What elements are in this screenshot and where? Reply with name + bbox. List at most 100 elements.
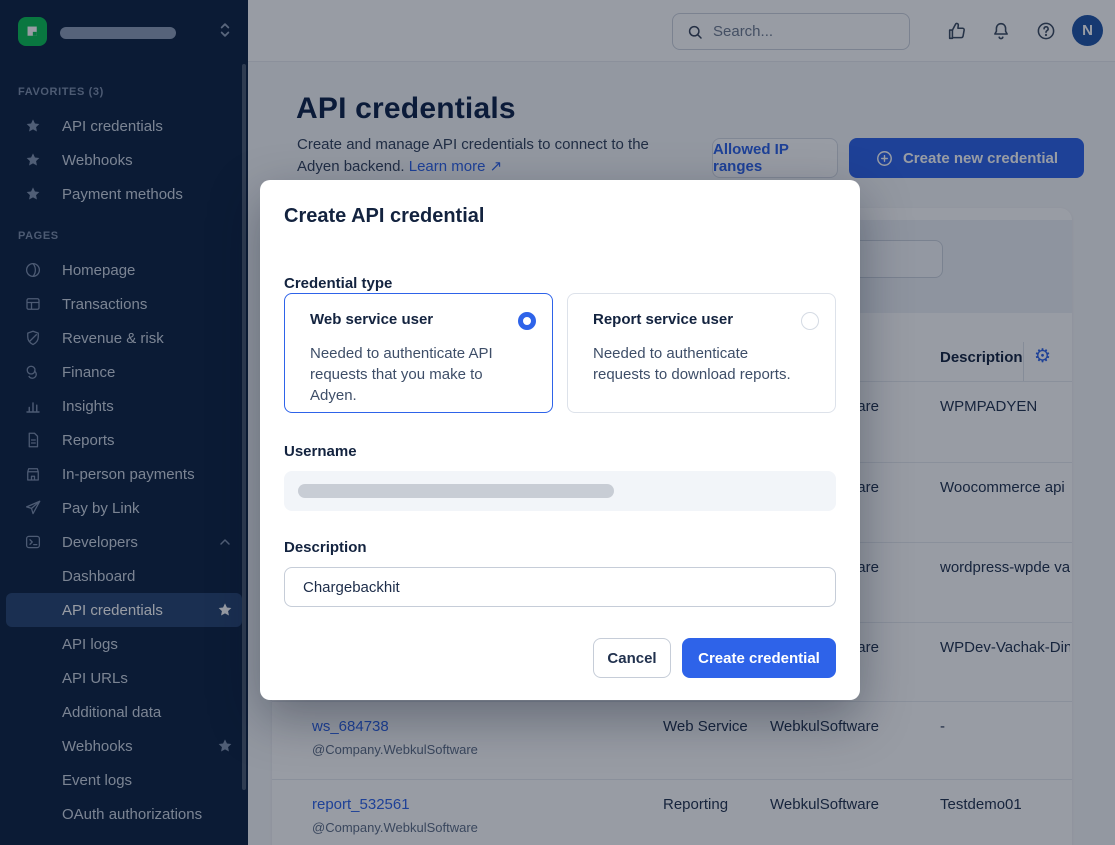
credential-description: wordpress-wpde vac: [940, 559, 1070, 576]
sidebar-item-label: API logs: [62, 635, 118, 653]
sidebar-item-revenue-risk[interactable]: Revenue & risk: [0, 321, 248, 355]
chevron-up-icon: [217, 534, 233, 550]
sidebar-item-pay-by-link[interactable]: Pay by Link: [0, 491, 248, 525]
sidebar-item-label: API credentials: [62, 117, 163, 135]
option-title: Report service user: [593, 311, 734, 328]
credential-description: -: [940, 718, 945, 735]
cancel-button[interactable]: Cancel: [593, 638, 671, 678]
credential-username-link[interactable]: ws_684738: [312, 718, 389, 735]
plus-circle-icon: [875, 149, 894, 168]
sidebar-item-dashboard[interactable]: Dashboard: [0, 559, 248, 593]
credential-username-link[interactable]: report_532561: [312, 796, 410, 813]
star-icon[interactable]: [217, 738, 233, 754]
create-new-credential-label: Create new credential: [902, 149, 1059, 167]
avatar[interactable]: N: [1072, 15, 1103, 46]
credential-description: WPMPADYEN: [940, 398, 1038, 415]
sidebar-item-label: Insights: [62, 397, 114, 415]
org-switcher-icon[interactable]: [215, 20, 235, 44]
sidebar-item-label: Event logs: [62, 771, 133, 789]
option-web-service-user[interactable]: Web service user Needed to authenticate …: [284, 293, 553, 413]
description-input[interactable]: [284, 567, 836, 607]
credential-company: @Company.WebkulSoftware: [312, 820, 478, 835]
external-link-icon: ↗: [489, 158, 503, 175]
credential-type: Web Service: [663, 718, 748, 735]
sidebar-item-label: Developers: [62, 533, 138, 551]
sidebar-item-additional-data[interactable]: Additional data: [0, 695, 248, 729]
sidebar-item-label: Transactions: [62, 295, 148, 313]
page-subtitle-text: Create and manage API credentials to con…: [297, 136, 649, 175]
sidebar-item-label: OAuth authorizations: [62, 805, 203, 823]
sidebar-item-insights[interactable]: Insights: [0, 389, 248, 423]
table-row[interactable]: ws_684738 @Company.WebkulSoftware Web Se…: [272, 701, 1072, 779]
sidebar-item-event-logs[interactable]: Event logs: [0, 763, 248, 797]
paper-plane-icon: [24, 499, 42, 517]
username-label: Username: [284, 443, 357, 460]
search-input[interactable]: [713, 23, 883, 40]
search-icon: [686, 23, 704, 41]
pages-header: PAGES: [18, 230, 59, 242]
adyen-logo-icon: [18, 17, 47, 46]
sidebar-item-api-logs[interactable]: API logs: [0, 627, 248, 661]
bar-chart-icon: [24, 397, 42, 415]
terminal-icon: [24, 533, 42, 551]
sidebar-item-developers[interactable]: Developers: [0, 525, 248, 559]
star-icon[interactable]: [217, 602, 233, 618]
sidebar-item-label: Webhooks: [62, 737, 133, 755]
learn-more-link[interactable]: Learn more ↗: [408, 158, 503, 175]
option-report-service-user[interactable]: Report service user Needed to authentica…: [567, 293, 836, 413]
gear-icon[interactable]: ⚙: [1034, 346, 1052, 367]
sidebar-item-payment-methods-fav[interactable]: Payment methods: [0, 177, 248, 211]
modal-title: Create API credential: [284, 205, 485, 227]
modal-footer: Cancel Create credential: [593, 638, 836, 678]
help-icon[interactable]: [1035, 20, 1057, 42]
allowed-ip-ranges-button[interactable]: Allowed IP ranges: [712, 138, 838, 178]
org-name-skeleton: [60, 27, 176, 39]
radio-selected-icon[interactable]: [518, 312, 536, 330]
star-icon: [25, 118, 41, 134]
sidebar-item-api-credentials[interactable]: API credentials: [6, 593, 242, 627]
sidebar-item-label: Additional data: [62, 703, 162, 721]
sidebar-item-label: Reports: [62, 431, 115, 449]
sidebar-scrollbar[interactable]: [242, 64, 246, 790]
sidebar-item-transactions[interactable]: Transactions: [0, 287, 248, 321]
sidebar-item-label: Payment methods: [62, 185, 183, 203]
bell-icon[interactable]: [990, 20, 1012, 42]
credential-account: WebkulSoftware: [770, 718, 879, 735]
credential-account: WebkulSoftware: [770, 796, 879, 813]
star-icon: [25, 186, 41, 202]
page-subtitle: Create and manage API credentials to con…: [297, 134, 649, 178]
username-field: [284, 471, 836, 511]
sidebar-item-label: Revenue & risk: [62, 329, 164, 347]
table-row[interactable]: report_532561 @Company.WebkulSoftware Re…: [272, 779, 1072, 845]
star-icon: [25, 152, 41, 168]
search-input-wrapper[interactable]: [672, 13, 910, 50]
radio-unselected-icon[interactable]: [801, 312, 819, 330]
home-icon: [24, 261, 42, 279]
sidebar-item-label: Pay by Link: [62, 499, 140, 517]
sidebar-item-webhooks-fav[interactable]: Webhooks: [0, 143, 248, 177]
sidebar-item-in-person-payments[interactable]: In-person payments: [0, 457, 248, 491]
create-credential-button[interactable]: Create credential: [682, 638, 836, 678]
column-header-description: Description: [940, 349, 1023, 366]
username-skeleton: [298, 484, 614, 498]
sidebar-item-homepage[interactable]: Homepage: [0, 253, 248, 287]
favorites-header: FAVORITES (3): [18, 86, 104, 98]
create-api-credential-modal: Create API credential Credential type We…: [260, 180, 860, 700]
shield-icon: [24, 329, 42, 347]
sidebar-item-api-credentials-fav[interactable]: API credentials: [0, 109, 248, 143]
thumbs-up-icon[interactable]: [946, 20, 968, 42]
sidebar-item-label: Finance: [62, 363, 116, 381]
sidebar-item-oauth-authorizations[interactable]: OAuth authorizations: [0, 797, 248, 831]
sidebar-item-finance[interactable]: Finance: [0, 355, 248, 389]
option-description: Needed to authenticate API requests that…: [310, 345, 493, 404]
credential-type-options: Web service user Needed to authenticate …: [284, 293, 836, 413]
sidebar-item-reports[interactable]: Reports: [0, 423, 248, 457]
create-new-credential-button[interactable]: Create new credential: [849, 138, 1084, 178]
coins-icon: [24, 363, 42, 381]
sidebar-item-api-urls[interactable]: API URLs: [0, 661, 248, 695]
sidebar-item-label: Dashboard: [62, 567, 136, 585]
sidebar-item-label: API credentials: [62, 601, 163, 619]
option-description: Needed to authenticate requests to downl…: [593, 345, 791, 383]
sidebar-item-webhooks[interactable]: Webhooks: [0, 729, 248, 763]
option-title: Web service user: [310, 311, 434, 328]
